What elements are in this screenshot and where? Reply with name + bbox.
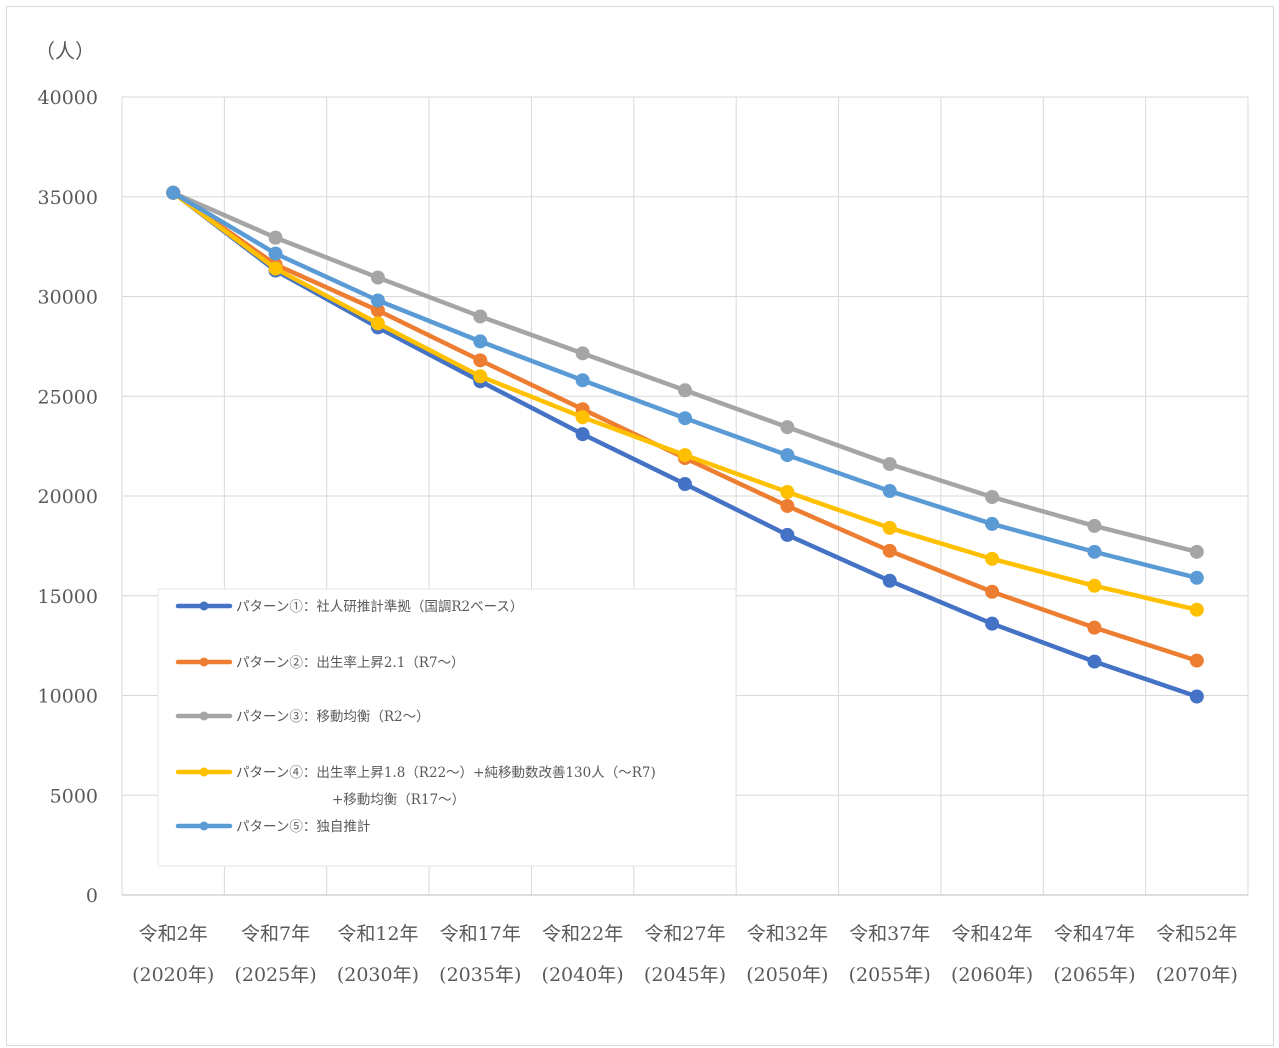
data-point — [678, 383, 692, 398]
y-tick-label: 30000 — [38, 287, 98, 309]
x-tick-label: (2060年) — [951, 964, 1033, 986]
x-tick-label: (2070年) — [1156, 964, 1238, 986]
data-point — [780, 498, 795, 513]
data-point — [473, 353, 488, 368]
data-point — [370, 270, 385, 285]
y-tick-label: 0 — [86, 885, 98, 907]
x-tick-label: 令和52年 — [1156, 923, 1237, 945]
data-point — [575, 373, 590, 388]
x-tick-label: (2035年) — [439, 964, 521, 986]
data-point — [678, 411, 692, 426]
legend-marker — [199, 821, 209, 831]
data-point — [985, 516, 1000, 531]
legend-label: +移動均衡（R17～） — [332, 792, 465, 808]
legend-label: パターン②：出生率上昇2.1（R7～） — [236, 654, 465, 671]
data-point — [1189, 689, 1204, 704]
data-point — [575, 346, 590, 361]
data-point — [268, 246, 283, 261]
data-point — [575, 427, 590, 442]
data-point — [370, 316, 385, 331]
data-point — [1087, 544, 1102, 559]
data-point — [268, 261, 283, 276]
x-tick-label: 令和17年 — [440, 923, 521, 945]
x-tick-label: 令和47年 — [1054, 923, 1135, 945]
data-point — [1189, 544, 1204, 559]
legend-marker — [199, 601, 209, 611]
data-point — [1189, 570, 1204, 585]
data-point — [780, 485, 795, 500]
data-point — [370, 293, 385, 308]
data-point — [473, 334, 488, 349]
x-tick-label: (2055年) — [849, 964, 931, 986]
legend-marker — [199, 657, 209, 667]
data-point — [370, 303, 385, 318]
x-tick-label: (2020年) — [132, 964, 214, 986]
y-tick-label: 35000 — [38, 187, 98, 209]
series-lines — [166, 185, 1204, 704]
data-point — [678, 448, 692, 463]
data-point — [780, 527, 795, 542]
x-tick-label: (2045年) — [644, 964, 726, 986]
y-tick-label: 15000 — [38, 586, 98, 608]
data-point — [780, 420, 795, 435]
legend-label: パターン⑤：独自推計 — [236, 819, 370, 835]
y-tick-label: 25000 — [38, 386, 98, 408]
data-point — [882, 573, 897, 588]
data-point — [1087, 518, 1102, 533]
data-point — [1189, 602, 1204, 617]
x-tick-label: (2040年) — [542, 964, 624, 986]
legend: パターン①：社人研推計準拠（国調R2ベース） パターン②：出生率上昇2.1（R7～… — [157, 588, 737, 867]
legend-label: パターン④：出生率上昇1.8（R22～）+純移動数改善130人（～R7) — [236, 764, 656, 781]
y-axis-unit: （人） — [35, 39, 95, 63]
legend-marker — [199, 767, 209, 777]
x-tick-label: 令和37年 — [849, 923, 930, 945]
data-point — [473, 369, 488, 384]
x-tick-label: 令和27年 — [644, 923, 725, 945]
y-axis-ticks: 0 5000 10000 15000 20000 25000 30000 35000 40000 — [38, 87, 98, 907]
y-tick-label: 20000 — [38, 486, 98, 508]
data-point — [985, 584, 1000, 599]
data-point — [1087, 654, 1102, 669]
data-point — [1087, 620, 1102, 635]
data-point — [985, 489, 1000, 504]
legend-label: パターン①：社人研推計準拠（国調R2ベース） — [236, 599, 523, 615]
data-point — [882, 457, 897, 472]
x-tick-label: 令和42年 — [951, 923, 1032, 945]
x-tick-label: (2030年) — [337, 964, 419, 986]
data-point — [575, 410, 590, 425]
data-point — [1189, 653, 1204, 668]
x-tick-label: 令和7年 — [241, 923, 310, 945]
legend-box — [157, 588, 737, 867]
data-point — [882, 520, 897, 535]
x-tick-label: (2025年) — [234, 964, 316, 986]
x-tick-label: 令和32年 — [747, 923, 828, 945]
data-point — [678, 477, 692, 492]
data-point — [166, 185, 181, 200]
x-tick-label: 令和12年 — [337, 923, 418, 945]
data-point — [882, 484, 897, 499]
chart-frame — [6, 6, 1274, 1046]
x-axis-ticks: 令和2年 (2020年) 令和7年 (2025年) 令和12年 (2030年) 令和17年 (… — [132, 923, 1238, 986]
data-point — [985, 616, 1000, 631]
data-point — [780, 448, 795, 463]
data-point — [268, 230, 283, 245]
y-tick-label: 40000 — [38, 87, 98, 109]
y-tick-label: 10000 — [38, 686, 98, 708]
data-point — [473, 309, 488, 324]
legend-label: パターン③：移動均衡（R2～） — [236, 709, 430, 725]
x-tick-label: (2065年) — [1053, 964, 1135, 986]
legend-marker — [199, 711, 209, 721]
x-tick-label: (2050年) — [746, 964, 828, 986]
y-tick-label: 5000 — [50, 785, 98, 807]
data-point — [1087, 578, 1102, 593]
data-point — [985, 551, 1000, 566]
x-tick-label: 令和2年 — [139, 923, 208, 945]
x-tick-label: 令和22年 — [542, 923, 623, 945]
data-point — [882, 543, 897, 558]
